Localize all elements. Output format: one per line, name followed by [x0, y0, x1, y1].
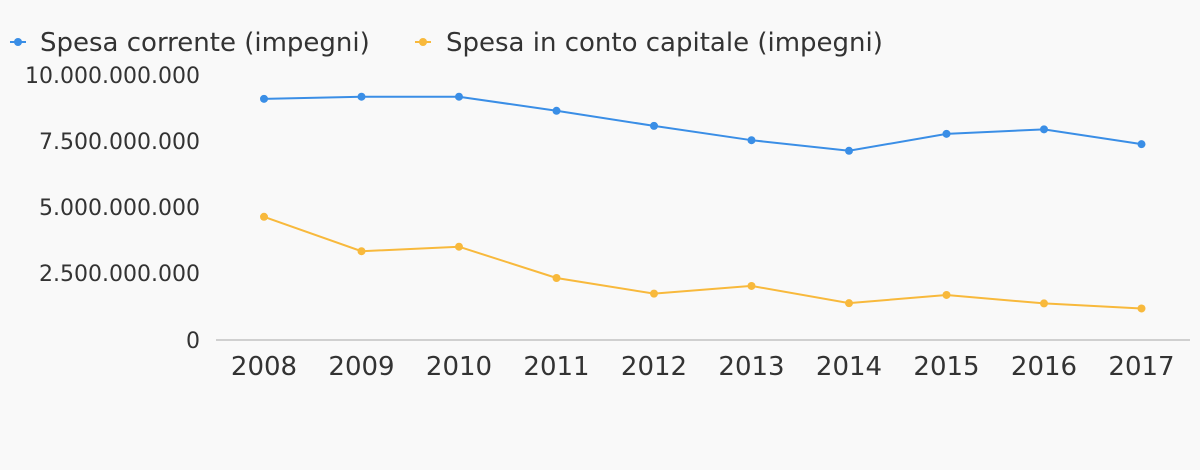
legend: Spesa corrente (impegni) Spesa in conto … — [10, 28, 883, 58]
x-tick-label: 2011 — [523, 352, 589, 382]
data-point[interactable] — [1137, 140, 1146, 149]
data-point[interactable] — [1040, 299, 1048, 308]
data-point[interactable] — [455, 242, 463, 251]
data-point[interactable] — [845, 299, 853, 308]
x-tick-label: 2008 — [231, 352, 297, 382]
data-point[interactable] — [260, 94, 268, 103]
x-tick-label: 2015 — [913, 352, 979, 382]
y-tick-label: 7.500.000.000 — [39, 130, 200, 155]
series-0 — [260, 92, 1146, 155]
data-point[interactable] — [747, 281, 756, 290]
data-point[interactable] — [845, 146, 853, 155]
series-line — [263, 215, 1142, 310]
data-point[interactable] — [650, 121, 658, 130]
x-tick-label: 2009 — [328, 352, 394, 382]
data-point[interactable] — [650, 289, 658, 298]
x-tick-label: 2017 — [1108, 352, 1174, 382]
legend-item-spesa-corrente[interactable]: Spesa corrente (impegni) — [10, 28, 370, 58]
x-tick-label: 2014 — [816, 352, 882, 382]
data-point[interactable] — [552, 273, 561, 282]
legend-label-spesa-capitale: Spesa in conto capitale (impegni) — [446, 28, 883, 58]
x-axis: 2008 2009 2010 2011 2012 2013 2014 2015 2016 2017 — [231, 352, 1175, 382]
y-tick-label: 0 — [186, 329, 200, 354]
legend-item-spesa-capitale[interactable]: Spesa in conto capitale (impegni) — [415, 28, 883, 58]
series-line — [263, 95, 1142, 152]
y-tick-label: 2.500.000.000 — [39, 262, 200, 287]
series-layer — [260, 92, 1146, 313]
y-tick-label: 5.000.000.000 — [39, 196, 200, 221]
data-point[interactable] — [357, 247, 366, 256]
data-point[interactable] — [455, 92, 463, 101]
data-point[interactable] — [357, 92, 366, 101]
y-axis: 10.000.000.000 7.500.000.000 5.000.000.0… — [25, 64, 200, 354]
data-point[interactable] — [942, 129, 951, 138]
series-1 — [260, 212, 1146, 313]
legend-swatch-dot — [419, 38, 427, 46]
data-point[interactable] — [747, 136, 756, 145]
data-point[interactable] — [260, 212, 268, 221]
legend-label-spesa-corrente: Spesa corrente (impegni) — [40, 28, 370, 58]
data-point[interactable] — [1040, 125, 1048, 134]
x-tick-label: 2013 — [718, 352, 784, 382]
x-tick-label: 2016 — [1011, 352, 1077, 382]
data-point[interactable] — [1137, 304, 1146, 313]
legend-swatch-dot — [14, 38, 22, 46]
x-tick-label: 2010 — [426, 352, 492, 382]
x-tick-label: 2012 — [621, 352, 687, 382]
data-point[interactable] — [942, 290, 951, 299]
data-point[interactable] — [552, 106, 561, 115]
y-tick-label: 10.000.000.000 — [25, 64, 200, 89]
